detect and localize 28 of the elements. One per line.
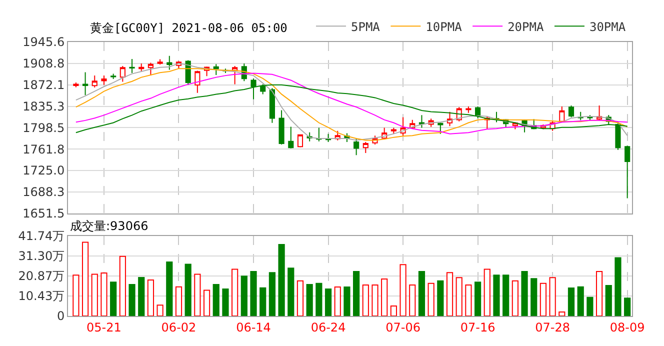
y-tick-label: 0 — [56, 309, 65, 324]
legend-label: 5PMA — [351, 20, 381, 34]
y-tick-label: 10.43万 — [18, 289, 65, 304]
y-tick-label: 1761.8 — [22, 142, 65, 156]
legend-label: 20PMA — [508, 20, 544, 34]
chart-title: 成交量:93066 — [70, 219, 148, 233]
y-tick-label: 1835.3 — [22, 99, 65, 114]
x-tick-label: 07-16 — [460, 320, 496, 334]
x-tick-label: 05-21 — [86, 320, 122, 334]
y-tick-label: 1798.5 — [22, 120, 65, 135]
y-tick-label: 1945.6 — [22, 35, 65, 50]
legend-label: 10PMA — [426, 20, 463, 34]
y-tick-label: 1651.5 — [22, 206, 65, 221]
y-tick-label: 1725.0 — [22, 164, 65, 178]
x-tick-label: 07-28 — [535, 320, 570, 334]
y-tick-label: 1688.3 — [22, 185, 65, 200]
x-tick-label: 06-24 — [310, 320, 346, 334]
x-tick-label: 06-14 — [236, 320, 271, 334]
chart-title: 黄金[GC00Y] 2021-08-06 05:00 — [90, 21, 288, 35]
x-tick-label: 06-02 — [161, 320, 196, 334]
x-tick-label: 07-06 — [386, 320, 420, 334]
y-tick-label: 20.87万 — [18, 269, 65, 284]
x-tick-label: 08-09 — [610, 320, 645, 334]
y-tick-label: 1908.8 — [22, 56, 65, 71]
y-tick-label: 31.30万 — [18, 249, 65, 264]
y-tick-label: 41.74万 — [18, 229, 65, 244]
legend-label: 30PMA — [589, 20, 626, 34]
y-tick-label: 1872.1 — [22, 78, 65, 92]
